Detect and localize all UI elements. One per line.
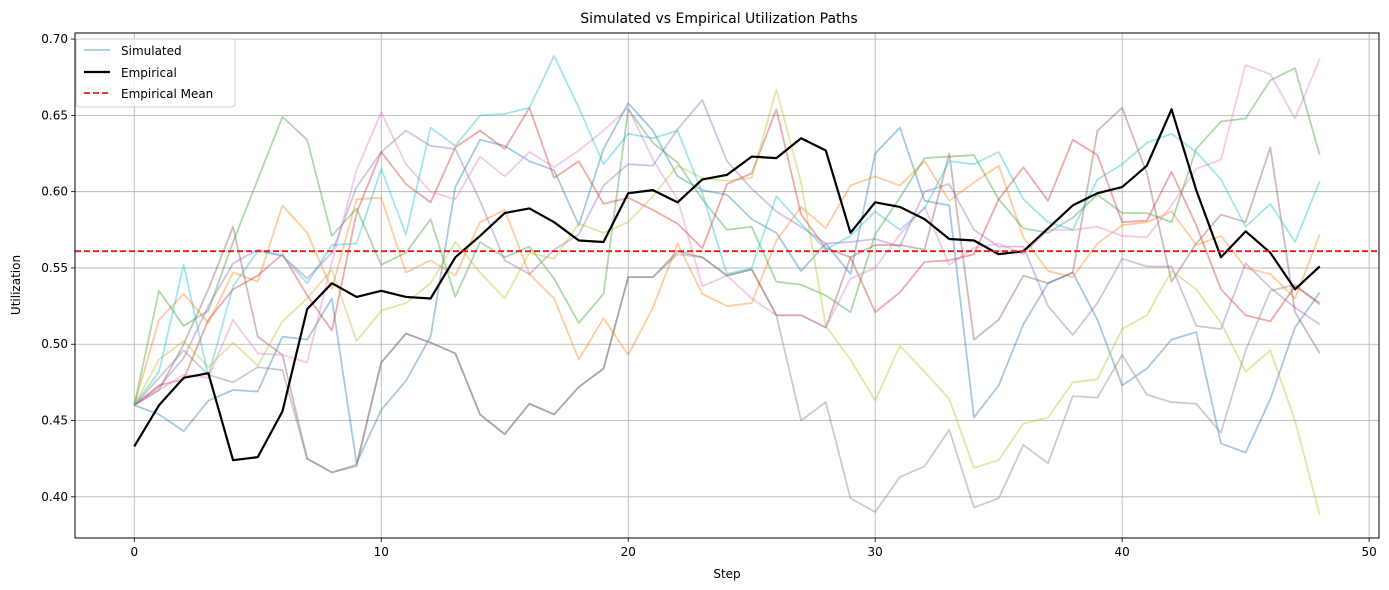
- plot-lines: [75, 54, 1379, 516]
- x-tick-label: 30: [868, 545, 883, 559]
- legend-label-empirical: Empirical: [121, 66, 177, 80]
- x-tick-label: 10: [374, 545, 389, 559]
- empirical-series-line: [133, 108, 1321, 462]
- legend-label-simulated: Simulated: [121, 44, 182, 58]
- x-tick-label: 40: [1115, 545, 1130, 559]
- y-tick-label: 0.50: [41, 337, 68, 351]
- simulated-series-line-3: [133, 67, 1321, 406]
- y-ticks: 0.40 0.45 0.50 0.55 0.60 0.65 0.70: [41, 32, 75, 504]
- y-tick-label: 0.60: [41, 185, 68, 199]
- simulated-series-line-10: [133, 54, 1321, 406]
- y-tick-label: 0.65: [41, 108, 68, 122]
- legend: Simulated Empirical Empirical Mean: [75, 38, 236, 108]
- y-tick-label: 0.45: [41, 414, 68, 428]
- legend-label-empirical-mean: Empirical Mean: [121, 87, 213, 101]
- x-axis-label: Step: [713, 567, 740, 581]
- simulated-series-line-6: [133, 106, 1321, 474]
- simulated-series-line-1: [133, 102, 1321, 465]
- x-tick-label: 20: [621, 545, 636, 559]
- simulated-series-line-9: [133, 88, 1321, 516]
- y-tick-label: 0.55: [41, 261, 68, 275]
- chart-title: Simulated vs Empirical Utilization Paths: [580, 11, 857, 27]
- x-ticks: 0 10 20 30 40 50: [130, 538, 1377, 559]
- x-tick-label: 0: [130, 545, 138, 559]
- x-tick-label: 50: [1361, 545, 1376, 559]
- legend-box: [75, 38, 236, 108]
- y-tick-label: 0.40: [41, 490, 68, 504]
- simulated-series-line-2: [133, 160, 1321, 406]
- grid: [75, 33, 1379, 538]
- y-axis-label: Utilization: [9, 255, 23, 315]
- plot-frame: [74, 32, 1380, 539]
- simulated-series-line-7: [133, 58, 1321, 407]
- simulated-series-line-8: [133, 253, 1321, 513]
- simulated-series-line-5: [133, 99, 1321, 406]
- y-tick-label: 0.70: [41, 32, 68, 46]
- simulated-series-line-4: [133, 106, 1321, 406]
